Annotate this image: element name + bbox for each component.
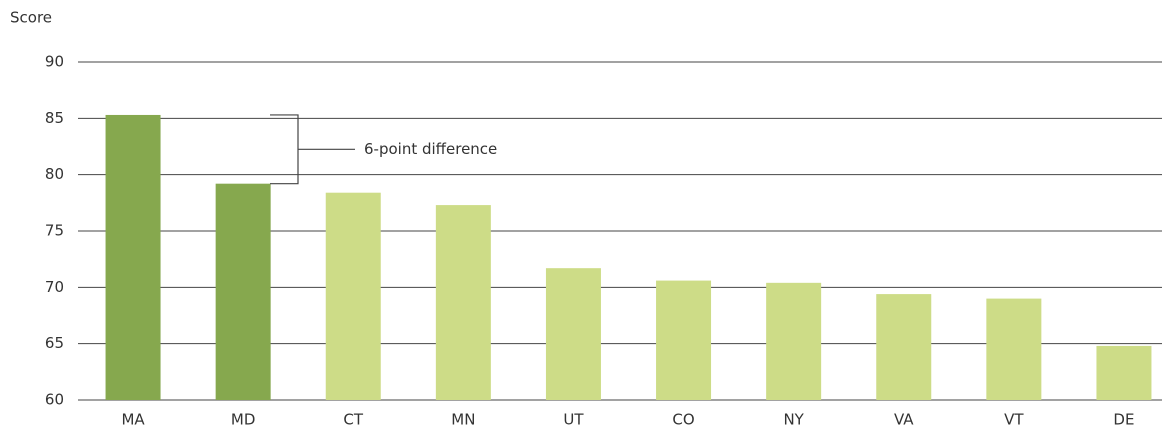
x-tick-label: DE <box>1113 411 1134 428</box>
bar <box>1096 345 1152 400</box>
x-tick-label: VA <box>894 411 914 428</box>
bar <box>215 183 271 400</box>
bar <box>325 192 381 400</box>
y-tick-label: 85 <box>45 109 64 127</box>
y-tick-label: 90 <box>45 53 64 71</box>
bar <box>766 282 822 400</box>
y-tick-label: 80 <box>45 165 64 183</box>
bar <box>105 114 161 400</box>
x-tick-label: NY <box>783 411 804 428</box>
x-tick-label: CO <box>672 411 694 428</box>
x-tick-label: MA <box>121 411 145 428</box>
x-tick-label: CT <box>343 411 363 428</box>
x-tick-label: MN <box>451 411 475 428</box>
x-tick-label: VT <box>1004 411 1024 428</box>
x-tick-label: UT <box>563 411 584 428</box>
y-tick-label: 65 <box>45 334 64 352</box>
bar <box>435 205 491 400</box>
bar <box>656 280 712 400</box>
y-tick-label: 60 <box>45 391 64 409</box>
bar <box>986 298 1042 400</box>
y-tick-label: 75 <box>45 222 64 240</box>
bar <box>545 268 601 400</box>
bar <box>876 294 932 400</box>
y-tick-label: 70 <box>45 278 64 296</box>
y-axis-label: Score <box>10 9 52 27</box>
x-tick-label: MD <box>231 411 256 428</box>
annotation-bracket <box>270 114 355 185</box>
annotation: 6-point difference <box>364 140 497 158</box>
